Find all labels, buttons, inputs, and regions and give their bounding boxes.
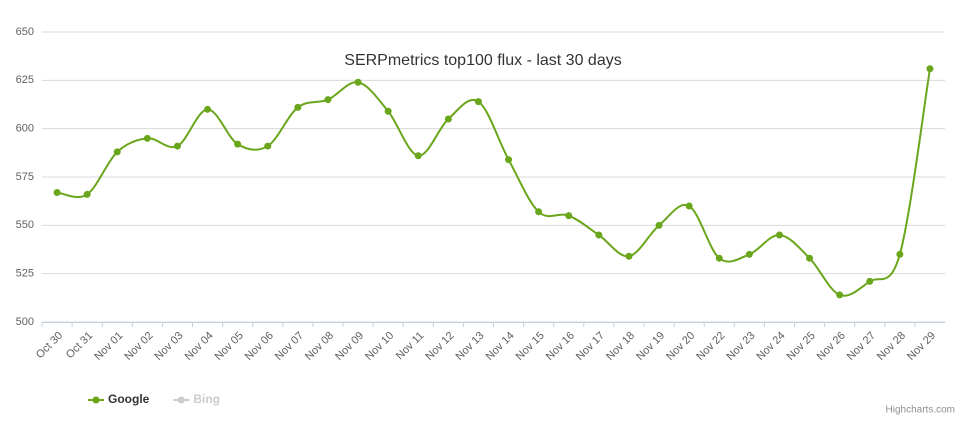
data-point xyxy=(53,188,61,196)
x-tick-label: Nov 25 xyxy=(785,330,818,363)
y-tick-label: 500 xyxy=(16,316,34,328)
x-tick-label: Nov 26 xyxy=(815,330,848,363)
legend-marker xyxy=(177,396,185,404)
data-point xyxy=(173,142,181,150)
x-tick-label: Nov 27 xyxy=(845,330,878,363)
x-tick-label: Nov 06 xyxy=(243,330,276,363)
y-tick-label: 550 xyxy=(16,219,34,231)
x-tick-label: Nov 11 xyxy=(394,330,427,363)
x-tick-label: Nov 09 xyxy=(333,330,366,363)
data-point xyxy=(204,105,212,113)
x-tick-label: Oct 31 xyxy=(64,330,95,361)
x-tick-label: Nov 07 xyxy=(273,330,306,363)
chart-title: SERPmetrics top100 flux - last 30 days xyxy=(344,52,621,69)
x-tick-label: Nov 14 xyxy=(484,330,517,363)
data-point xyxy=(655,221,663,229)
x-tick-label: Nov 17 xyxy=(574,330,607,363)
x-tick-label: Nov 04 xyxy=(183,330,216,363)
x-tick-label: Nov 18 xyxy=(604,330,637,363)
x-tick-label: Nov 28 xyxy=(875,330,908,363)
data-point xyxy=(474,98,482,106)
x-tick-label: Nov 12 xyxy=(423,330,456,363)
data-point xyxy=(143,134,151,142)
data-point xyxy=(414,152,422,160)
x-tick-label: Nov 08 xyxy=(303,330,336,363)
data-point xyxy=(264,142,272,150)
x-tick-label: Nov 13 xyxy=(453,330,486,363)
legend-item[interactable]: Bing xyxy=(193,392,220,406)
data-point xyxy=(565,212,573,220)
x-tick-label: Nov 03 xyxy=(152,330,185,363)
y-tick-label: 625 xyxy=(16,74,34,86)
y-tick-label: 600 xyxy=(16,123,34,135)
data-point xyxy=(444,115,452,123)
data-point xyxy=(354,78,362,86)
x-tick-label: Nov 24 xyxy=(754,330,787,363)
data-point xyxy=(926,65,934,73)
x-tick-label: Nov 05 xyxy=(213,330,246,363)
x-tick-label: Nov 29 xyxy=(905,330,938,363)
data-point xyxy=(866,277,874,285)
data-point xyxy=(384,107,392,115)
y-tick-label: 650 xyxy=(16,26,34,38)
x-tick-label: Nov 15 xyxy=(514,330,547,363)
x-tick-label: Nov 20 xyxy=(664,330,697,363)
x-tick-label: Nov 19 xyxy=(634,330,667,363)
data-point xyxy=(806,254,814,262)
x-tick-label: Nov 02 xyxy=(122,330,155,363)
legend-item[interactable]: Google xyxy=(108,392,150,406)
data-point xyxy=(324,96,332,104)
x-tick-label: Nov 22 xyxy=(694,330,727,363)
x-tick-label: Oct 30 xyxy=(34,330,65,361)
data-point xyxy=(775,231,783,239)
data-point xyxy=(505,156,513,164)
legend-marker xyxy=(92,396,100,404)
x-tick-label: Nov 23 xyxy=(724,330,757,363)
data-point xyxy=(535,208,543,216)
data-point xyxy=(715,254,723,262)
y-tick-label: 525 xyxy=(16,268,34,280)
data-point xyxy=(896,250,904,258)
data-point xyxy=(745,250,753,258)
x-tick-label: Nov 16 xyxy=(544,330,577,363)
y-tick-label: 575 xyxy=(16,171,34,183)
data-point xyxy=(83,190,91,198)
data-point xyxy=(294,103,302,111)
x-tick-label: Nov 10 xyxy=(363,330,396,363)
credits[interactable]: Highcharts.com xyxy=(886,405,955,416)
data-point xyxy=(836,291,844,299)
data-point xyxy=(234,140,242,148)
data-point xyxy=(595,231,603,239)
series-line xyxy=(56,68,931,297)
data-point xyxy=(685,202,693,210)
data-point xyxy=(113,148,121,156)
data-point xyxy=(625,252,633,260)
x-tick-label: Nov 01 xyxy=(92,330,125,363)
